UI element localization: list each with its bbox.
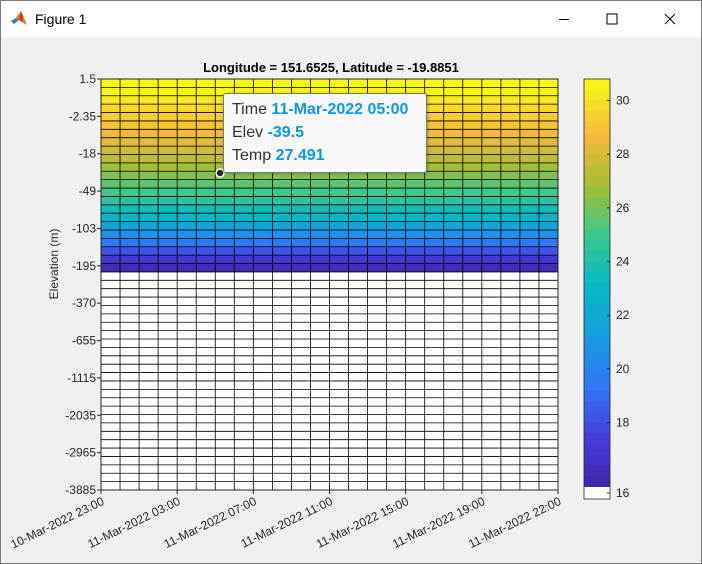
datatip-elev-label: Elev — [232, 124, 264, 141]
datatip-time-label: Time — [232, 101, 267, 118]
datatip-marker[interactable] — [215, 168, 225, 178]
colorbar-band — [584, 111, 610, 123]
colorbar-band — [584, 315, 610, 327]
plot-title: Longitude = 151.6525, Latitude = -19.885… — [203, 60, 459, 75]
maximize-icon — [606, 13, 618, 25]
colorbar-band — [584, 79, 610, 91]
close-button[interactable] — [647, 1, 693, 37]
colorbar-band — [584, 197, 610, 209]
colorbar-tick-label: 28 — [616, 147, 630, 161]
window-title: Figure 1 — [35, 11, 87, 27]
close-icon — [664, 13, 676, 25]
y-tick-label: -49 — [79, 184, 97, 198]
colorbar-band — [584, 433, 610, 445]
colorbar-band — [584, 240, 610, 252]
colorbar-band — [584, 358, 610, 370]
datatip-temp-label: Temp — [232, 147, 272, 164]
colorbar-band — [584, 325, 610, 337]
colorbar-tick-label: 30 — [616, 93, 630, 107]
datatip-elev-value: -39.5 — [267, 124, 305, 141]
minimize-button[interactable] — [541, 1, 587, 37]
y-axis-ticks: 1.5 -2.35 -18 -49 -103 -195 -370 -655 -1115 -2035… — [65, 72, 101, 497]
y-tick-label: -370 — [72, 296, 96, 310]
colorbar-band — [584, 154, 610, 166]
colorbar-band — [584, 368, 610, 380]
colorbar-outline — [583, 78, 611, 500]
colorbar-band — [584, 250, 610, 262]
matlab-logo-icon — [11, 11, 27, 25]
datatip-temp-row: Temp 27.491 — [232, 147, 325, 165]
colorbar-band — [584, 164, 610, 176]
colorbar-band — [584, 283, 610, 295]
colorbar-band — [584, 100, 610, 112]
y-tick-label: -103 — [72, 221, 96, 235]
y-tick-label: -655 — [72, 334, 96, 348]
colorbar-band — [584, 121, 610, 133]
colorbar: 16 18 20 22 24 26 28 30 — [583, 78, 630, 500]
colorbar-band — [584, 465, 610, 477]
minimize-icon — [559, 19, 569, 20]
colorbar-empty-band — [584, 487, 610, 499]
colorbar-band — [584, 444, 610, 456]
colorbar-band — [584, 454, 610, 466]
colorbar-tick-label: 16 — [616, 486, 630, 500]
datatip-time-row: Time 11-Mar-2022 05:00 — [232, 101, 408, 119]
colorbar-band — [584, 207, 610, 219]
maximize-button[interactable] — [589, 1, 635, 37]
colorbar-band — [584, 401, 610, 413]
colorbar-band — [584, 304, 610, 316]
colorbar-tick-label: 20 — [616, 362, 630, 376]
datatip-elev-row: Elev -39.5 — [232, 124, 304, 142]
colorbar-band — [584, 390, 610, 402]
y-tick-label: -3885 — [65, 483, 96, 497]
colorbar-tick-label: 26 — [616, 201, 630, 215]
colorbar-band — [584, 143, 610, 155]
colorbar-band — [584, 336, 610, 348]
y-tick-label: -2.35 — [69, 109, 97, 123]
y-tick-label: -1115 — [67, 371, 96, 385]
figure-area: Longitude = 151.6525, Latitude = -19.885… — [1, 37, 701, 563]
datatip-temp-value: 27.491 — [275, 147, 325, 164]
colorbar-band — [584, 411, 610, 423]
colorbar-band — [584, 175, 610, 187]
y-tick-label: -18 — [79, 147, 97, 161]
colorbar-band — [584, 218, 610, 230]
colorbar-tick-label: 22 — [616, 308, 630, 322]
y-tick-label: -195 — [72, 259, 96, 273]
colorbar-band — [584, 272, 610, 284]
y-axis-label: Elevation (m) — [47, 229, 61, 300]
colorbar-band — [584, 132, 610, 144]
colorbar-band — [584, 89, 610, 101]
colorbar-band — [584, 476, 610, 488]
colorbar-tick-label: 24 — [616, 255, 630, 269]
colorbar-band — [584, 293, 610, 305]
y-tick-label: -2035 — [65, 408, 96, 422]
y-tick-label: -2965 — [65, 446, 96, 460]
colorbar-band — [584, 261, 610, 273]
y-tick-label: 1.5 — [79, 72, 96, 86]
datatip-time-value: 11-Mar-2022 05:00 — [271, 101, 409, 118]
colorbar-band — [584, 379, 610, 391]
title-bar[interactable]: Figure 1 — [1, 1, 701, 37]
datatip[interactable]: Time 11-Mar-2022 05:00 Elev -39.5 Temp 2… — [223, 93, 427, 173]
colorbar-band — [584, 229, 610, 241]
colorbar-tick-label: 18 — [616, 416, 630, 430]
colorbar-band — [584, 347, 610, 359]
colorbar-band — [584, 186, 610, 198]
colorbar-band — [584, 422, 610, 434]
